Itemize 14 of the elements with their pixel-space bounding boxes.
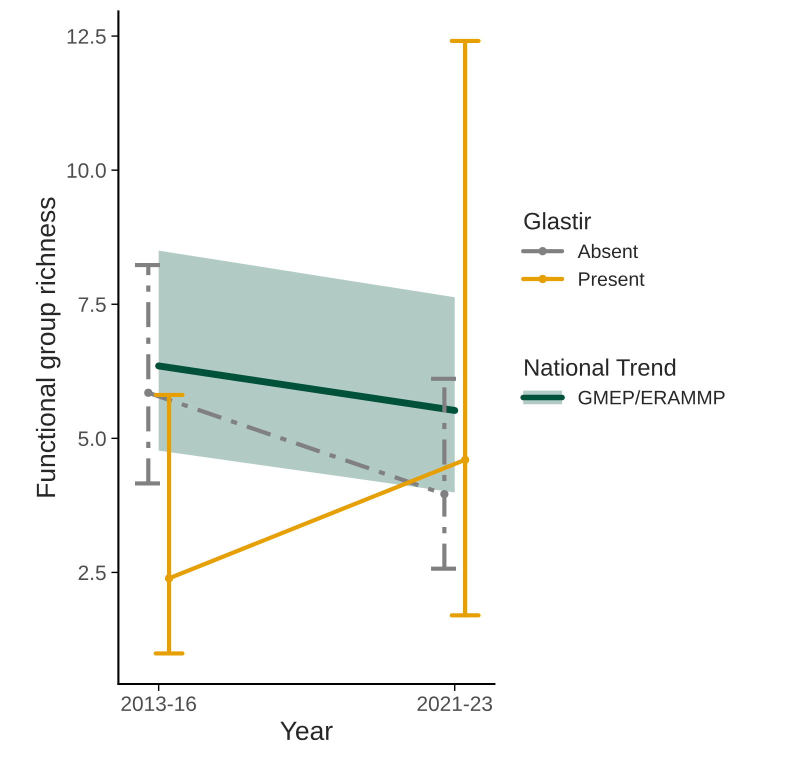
x-tick-label: 2013-16 [121,696,196,712]
x-axis-title: Year [280,722,333,740]
x-tick-label: 2021-23 [418,696,492,712]
legend-label: Present [579,272,644,286]
y-axis-title: Functional group richness [36,198,60,497]
y-tick-label: 12.5 [68,29,106,44]
y-tick-label: 5.0 [78,431,106,446]
y-tick-label: 10.0 [68,163,106,178]
y-tick-label: 7.5 [78,297,106,312]
y-tick-label: 2.5 [78,565,106,580]
legend-label: Absent [578,244,638,258]
text: Glastir [524,212,592,230]
text: National Trend [525,358,676,376]
legend-label: GMEP/ERAMMP [578,390,725,404]
